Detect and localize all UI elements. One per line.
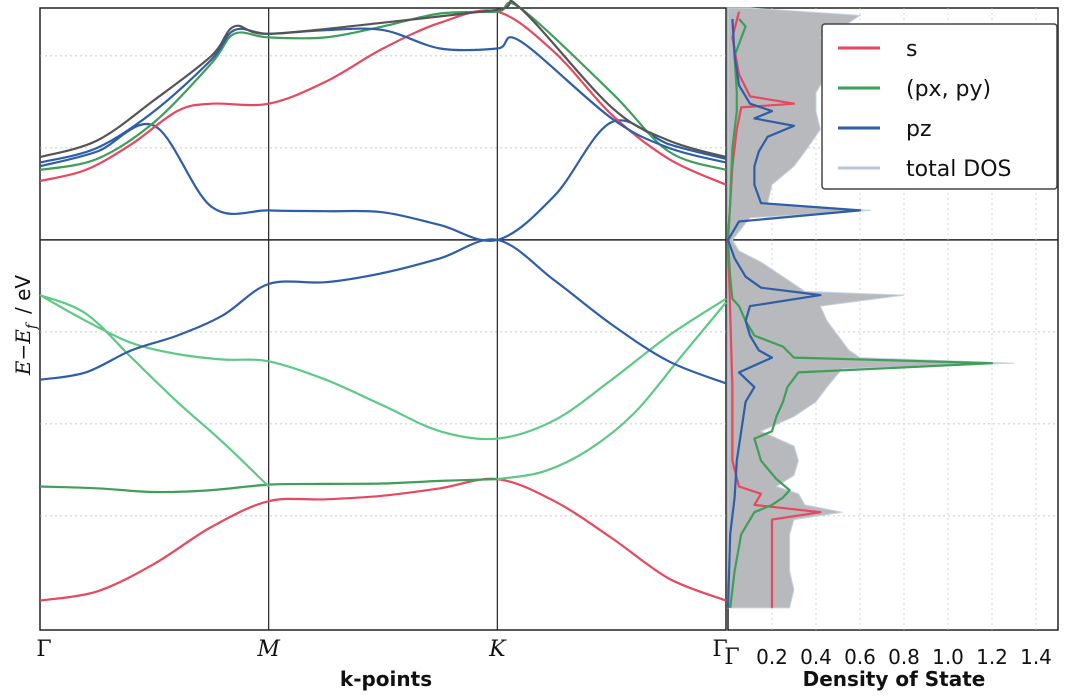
legend-items: s (px, py) pz total DOS [838, 37, 1012, 182]
band-gridlines [40, 8, 726, 630]
dos-projected-line [726, 11, 822, 608]
band-line [39, 0, 727, 159]
legend-label: total DOS [906, 157, 1012, 182]
dos-x-tick-label: 0.2 [756, 645, 788, 669]
dos-panel: Γ 0.2 0.4 0.6 0.8 1.0 1.2 1.4 Density of State … [724, 7, 1059, 691]
total-dos-area [727, 7, 1015, 609]
dos-x-tick-label: 0.8 [888, 645, 920, 669]
svg-text:E−Ef/ eV: E−Ef / eV [11, 275, 40, 377]
legend-label: s [906, 37, 917, 62]
band-line [39, 27, 727, 164]
band-x-tick-label: Γ [36, 637, 51, 662]
dos-projected-lines [726, 11, 994, 609]
band-y-axis-label: E−Ef / eV [11, 275, 40, 377]
band-line [39, 294, 270, 488]
band-line [39, 477, 727, 602]
ylabel-main: E−E [11, 329, 35, 376]
band-line [39, 294, 727, 441]
band-x-axis-label: k-points [340, 667, 432, 691]
band-line [39, 238, 727, 385]
dos-x-tick-label: Γ [724, 645, 739, 670]
dos-x-axis-label: Density of State [803, 667, 986, 691]
band-structure-panel: Γ M K Γ k-points E−Ef / eV [11, 0, 728, 691]
dos-x-tick-label: 1.4 [1020, 645, 1052, 669]
ylabel-sub: f [24, 321, 40, 330]
dos-x-tick-label: 0.6 [844, 645, 876, 669]
band-line [39, 1, 727, 171]
dos-x-tick-label: 1.2 [976, 645, 1008, 669]
dos-x-tick-label: 1.0 [932, 645, 964, 669]
dos-x-tick-label: 0.4 [800, 645, 832, 669]
ylabel-unit: / eV [11, 275, 35, 314]
dos-x-tick-labels: Γ 0.2 0.4 0.6 0.8 1.0 1.2 1.4 [724, 645, 1052, 670]
legend-label: (px, py) [906, 77, 991, 102]
band-x-tick-label: M [256, 637, 280, 662]
legend-label: pz [906, 117, 932, 142]
band-plot-frame [39, 7, 727, 631]
band-x-tick-label: Γ [712, 637, 727, 662]
dos-projected-line [726, 18, 862, 608]
legend: s (px, py) pz total DOS [821, 23, 1058, 190]
band-line [497, 301, 727, 481]
legend-box [821, 23, 1058, 190]
dos-projected-line [726, 18, 994, 609]
band-lines [39, 0, 727, 602]
band-line [39, 478, 498, 494]
band-line [39, 9, 727, 186]
band-x-tick-label: K [488, 637, 507, 662]
